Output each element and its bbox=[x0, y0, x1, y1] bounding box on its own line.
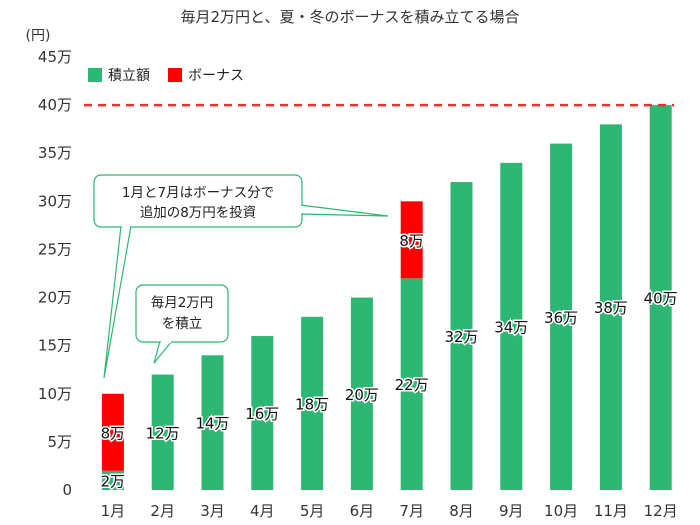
bar-savings bbox=[500, 162, 523, 490]
bar-savings bbox=[599, 124, 622, 490]
bar-savings bbox=[350, 297, 373, 490]
y-tick-label: 5万 bbox=[47, 433, 72, 451]
y-axis: 0 5万 10万 15万 20万 25万 30万 35万 40万 45万 1月 2月 3月 4月 5月 6月 7… bbox=[38, 48, 678, 520]
bar-savings bbox=[550, 143, 573, 490]
y-tick-label: 35万 bbox=[38, 144, 72, 162]
x-tick-label: 11月 bbox=[594, 502, 628, 520]
data-label: 32万 bbox=[444, 328, 478, 346]
callout-pointer bbox=[153, 340, 174, 364]
legend-swatch bbox=[88, 68, 102, 82]
data-label: 38万 bbox=[594, 299, 628, 317]
callout-text: 1月と7月はボーナス分で bbox=[122, 185, 274, 201]
data-label: 18万 bbox=[295, 395, 329, 413]
x-tick-label: 12月 bbox=[644, 502, 678, 520]
x-tick-label: 8月 bbox=[449, 502, 474, 520]
bar-bonus bbox=[101, 393, 124, 471]
x-tick-label: 1月 bbox=[101, 502, 126, 520]
bar-savings bbox=[301, 316, 324, 490]
data-label: 40万 bbox=[644, 290, 678, 308]
y-tick-label: 25万 bbox=[38, 240, 72, 258]
callout-text: を積立 bbox=[162, 316, 203, 332]
x-tick-label: 2月 bbox=[150, 502, 175, 520]
callout-join bbox=[122, 224, 130, 228]
data-label: 8万 bbox=[101, 424, 126, 442]
x-tick-label: 4月 bbox=[250, 502, 275, 520]
bar-savings bbox=[101, 470, 124, 490]
data-label: 34万 bbox=[494, 318, 528, 336]
data-label: 12万 bbox=[146, 424, 180, 442]
data-label: 2万 bbox=[101, 472, 126, 490]
data-label: 22万 bbox=[395, 376, 429, 394]
legend-swatch bbox=[168, 68, 182, 82]
legend-label: ボーナス bbox=[188, 68, 244, 84]
callout-pointer bbox=[299, 204, 389, 217]
x-tick-label: 5月 bbox=[300, 502, 325, 520]
data-label: 14万 bbox=[195, 415, 229, 433]
callout-text: 追加の8万円を投資 bbox=[140, 205, 257, 221]
bar-savings bbox=[450, 182, 473, 491]
x-tick-label: 9月 bbox=[499, 502, 524, 520]
bar-savings bbox=[251, 336, 274, 490]
data-label: 16万 bbox=[245, 405, 279, 423]
chart-title: 毎月2万円と、夏・冬のボーナスを積み立てる場合 bbox=[181, 8, 520, 26]
bar-savings bbox=[151, 374, 174, 490]
y-tick-label: 15万 bbox=[38, 337, 72, 355]
x-tick-label: 10月 bbox=[544, 502, 578, 520]
callout-box bbox=[135, 284, 229, 343]
y-tick-label: 45万 bbox=[38, 48, 72, 66]
callout-box bbox=[93, 174, 303, 228]
x-tick-label: 3月 bbox=[200, 502, 225, 520]
bars bbox=[101, 105, 672, 491]
callout-pointer bbox=[103, 225, 132, 379]
y-tick-label: 20万 bbox=[38, 289, 72, 307]
bar-savings bbox=[201, 355, 224, 490]
legend: 積立額 ボーナス bbox=[88, 68, 244, 84]
x-tick-label: 7月 bbox=[399, 502, 424, 520]
x-tick-label: 6月 bbox=[350, 502, 375, 520]
callout-text: 毎月2万円 bbox=[151, 295, 214, 311]
data-label: 20万 bbox=[345, 386, 379, 404]
bar-savings bbox=[400, 278, 423, 490]
y-tick-label: 30万 bbox=[38, 192, 72, 210]
callout-join bbox=[298, 206, 303, 213]
data-labels: 2万 8万 12万 14万 16万 18万 20万 22万 8万 32万 34万 36万 38万 40万 bbox=[99, 230, 679, 492]
data-label: 8万 bbox=[399, 232, 424, 250]
y-tick-label: 0 bbox=[62, 481, 72, 499]
legend-label: 積立額 bbox=[108, 68, 150, 84]
callout-join bbox=[161, 339, 171, 343]
bar-savings bbox=[649, 105, 672, 490]
y-tick-label: 40万 bbox=[38, 96, 72, 114]
data-label: 36万 bbox=[544, 309, 578, 327]
y-tick-label: 10万 bbox=[38, 385, 72, 403]
y-axis-unit: (円) bbox=[26, 28, 51, 44]
bar-bonus bbox=[400, 201, 423, 279]
